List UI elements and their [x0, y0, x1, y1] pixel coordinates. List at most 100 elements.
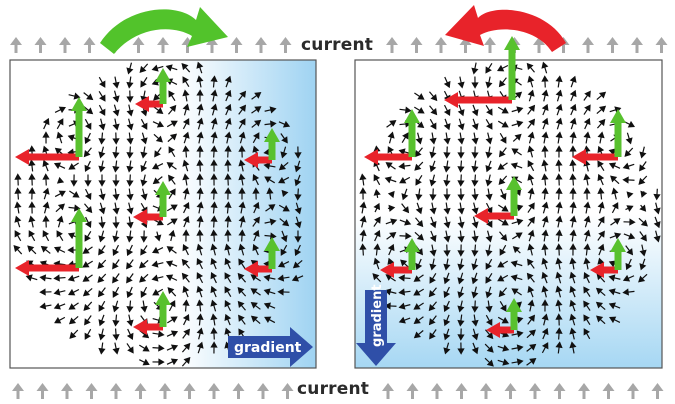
small-arrow-icon	[510, 274, 523, 282]
small-arrow-icon	[527, 118, 536, 129]
up-arrow-icon	[606, 37, 619, 53]
up-arrow-icon	[208, 383, 220, 399]
small-arrow-icon	[168, 104, 177, 115]
small-arrow-icon	[638, 175, 648, 185]
small-arrow-icon	[569, 75, 577, 88]
small-arrow-icon	[252, 229, 260, 242]
small-arrow-icon	[443, 188, 451, 201]
small-arrow-icon	[428, 287, 437, 298]
small-arrow-icon	[398, 302, 411, 310]
small-arrow-icon	[569, 187, 577, 200]
small-arrow-icon	[126, 314, 134, 327]
green-arrow-icon	[404, 238, 420, 270]
up-arrow-icon	[455, 383, 468, 399]
small-arrow-icon	[84, 174, 92, 187]
small-arrow-icon	[210, 75, 218, 88]
small-arrow-icon	[278, 204, 290, 212]
small-arrow-icon	[555, 299, 563, 312]
small-arrow-icon	[398, 274, 411, 282]
small-arrow-icon	[413, 288, 425, 296]
small-arrow-icon	[281, 189, 289, 198]
small-arrow-icon	[569, 313, 577, 326]
small-arrow-icon	[583, 187, 591, 200]
small-arrow-icon	[210, 117, 218, 130]
small-arrow-icon	[98, 328, 106, 341]
small-arrow-icon	[457, 342, 465, 355]
small-arrow-icon	[527, 202, 535, 213]
small-arrow-icon	[13, 245, 23, 255]
small-arrow-icon	[154, 147, 162, 158]
small-arrow-icon	[457, 160, 465, 173]
small-arrow-icon	[511, 148, 522, 156]
small-arrow-icon	[251, 92, 262, 100]
small-arrow-icon	[196, 229, 204, 242]
small-arrow-icon	[196, 258, 204, 270]
small-arrow-icon	[166, 120, 178, 128]
small-arrow-icon	[639, 258, 647, 271]
small-arrow-icon	[40, 245, 51, 254]
small-arrow-icon	[583, 201, 591, 214]
red-arrow-icon	[133, 209, 163, 225]
small-arrow-icon	[238, 118, 246, 130]
small-arrow-icon	[541, 257, 549, 270]
red-arrow-icon	[572, 149, 618, 165]
up-arrow-icon	[255, 37, 267, 53]
small-arrow-icon	[151, 274, 164, 282]
small-arrow-icon	[196, 117, 204, 130]
small-arrow-icon	[583, 229, 591, 242]
small-arrow-icon	[386, 231, 397, 240]
small-arrow-icon	[181, 258, 190, 269]
small-arrow-icon	[399, 106, 412, 114]
small-arrow-icon	[224, 187, 232, 200]
small-arrow-icon	[84, 230, 92, 242]
small-arrow-icon	[541, 243, 549, 256]
small-arrow-icon	[653, 188, 661, 201]
green-arrow-icon	[71, 97, 87, 157]
small-arrow-icon	[401, 188, 409, 201]
small-arrow-icon	[166, 358, 179, 366]
red-arrow-icon	[474, 208, 514, 224]
small-arrow-icon	[583, 131, 591, 144]
small-arrow-icon	[42, 187, 50, 200]
small-arrow-icon	[126, 202, 134, 215]
up-arrow-icon	[157, 37, 169, 53]
small-arrow-icon	[263, 274, 276, 282]
small-arrow-icon	[264, 316, 276, 324]
small-arrow-icon	[238, 229, 246, 242]
small-arrow-icon	[112, 216, 120, 229]
small-arrow-icon	[457, 314, 465, 327]
small-arrow-icon	[196, 327, 204, 340]
small-arrow-icon	[140, 188, 148, 201]
small-arrow-icon	[569, 117, 577, 130]
small-arrow-icon	[139, 358, 150, 366]
small-arrow-icon	[196, 299, 204, 312]
small-arrow-icon	[168, 229, 176, 242]
green-arrow-icon	[506, 176, 522, 216]
small-arrow-icon	[250, 315, 261, 325]
small-arrow-icon	[112, 146, 120, 159]
green-arrow-icon	[264, 237, 280, 269]
small-arrow-icon	[182, 215, 190, 228]
small-arrow-icon	[112, 160, 120, 173]
small-arrow-icon	[569, 243, 577, 256]
small-arrow-icon	[126, 273, 134, 284]
small-arrow-icon	[485, 230, 493, 243]
small-arrow-icon	[139, 63, 149, 73]
small-arrow-icon	[210, 313, 218, 326]
up-arrow-icon	[406, 383, 419, 399]
small-arrow-icon	[457, 300, 465, 313]
small-arrow-icon	[266, 187, 274, 200]
small-arrow-icon	[555, 75, 563, 88]
small-arrow-icon	[294, 160, 302, 173]
small-arrow-icon	[541, 342, 549, 354]
small-arrow-icon	[210, 257, 218, 270]
small-arrow-icon	[608, 162, 621, 170]
gradient-arrow-down-icon	[356, 290, 396, 366]
small-arrow-icon	[443, 300, 451, 313]
small-arrow-icon	[387, 131, 395, 144]
small-arrow-icon	[499, 132, 507, 144]
small-arrow-icon	[471, 328, 479, 341]
small-arrow-icon	[196, 61, 204, 74]
small-arrow-icon	[429, 174, 437, 187]
small-arrow-icon	[457, 76, 465, 89]
